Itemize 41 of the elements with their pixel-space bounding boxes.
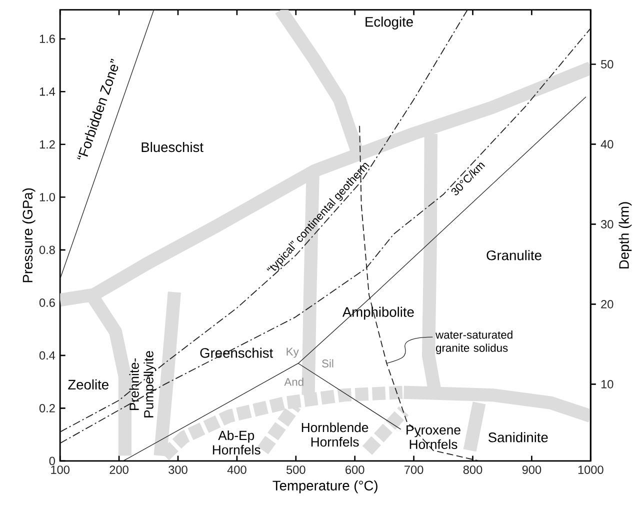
x-tick-label: 600 — [346, 466, 364, 474]
annotation: Pyroxene Hornfels — [406, 425, 460, 449]
y2-axis-title: Depth (km) — [618, 202, 632, 268]
y-tick-label: 1.2 — [40, 140, 55, 148]
annotation: Ab-Ep Hornfels — [212, 430, 260, 454]
annotation: Sanidinite — [488, 432, 548, 442]
x-tick-label: 300 — [168, 466, 188, 474]
x-tick-label: 400 — [227, 466, 246, 474]
x-tick-label: 1000 — [578, 466, 604, 474]
y-tick-label: 0.4 — [39, 351, 56, 360]
y-axis-title: Pressure (GPa) — [22, 188, 36, 282]
annotation: Zeolite — [68, 379, 108, 390]
annotation: Prehnite-Pumpellyite — [129, 351, 156, 418]
y-tick-label: 0.8 — [39, 246, 55, 254]
annotation: Eclogite — [366, 16, 413, 30]
annotation: Ky — [286, 348, 299, 358]
annotation: Sil — [322, 359, 334, 368]
y-tick-label: 1.6 — [40, 34, 55, 43]
annotation: Hornblende Hornfels — [302, 422, 368, 447]
annotation: Greenschist — [200, 348, 274, 358]
y-tick-label: 1.4 — [40, 87, 56, 96]
y-tick-label: 0 — [49, 456, 55, 466]
y-tick-label: 1.0 — [40, 192, 55, 202]
annotation: Blueschist — [142, 142, 204, 152]
x-tick-label: 900 — [522, 466, 542, 474]
x-tick-label: 500 — [286, 466, 306, 474]
annotation: Granulite — [486, 250, 542, 260]
x-tick-label: 700 — [404, 466, 424, 474]
y2-tick-label: 50 — [601, 60, 614, 68]
annotation: water-saturated granite solidus — [436, 330, 512, 354]
y2-tick-label: 40 — [600, 140, 614, 148]
x-axis-title: Temperature (°C) — [272, 480, 378, 494]
x-tick-label: 200 — [110, 466, 128, 474]
annotation: And — [284, 378, 304, 386]
y2-tick-label: 30 — [601, 220, 614, 228]
x-tick-label: 800 — [463, 466, 482, 474]
y-tick-label: 0.6 — [39, 298, 55, 307]
y2-tick-label: 10 — [601, 380, 614, 388]
y-tick-label: 0.2 — [39, 404, 55, 412]
x-tick-label: 100 — [51, 466, 70, 474]
y2-tick-label: 20 — [601, 300, 614, 308]
